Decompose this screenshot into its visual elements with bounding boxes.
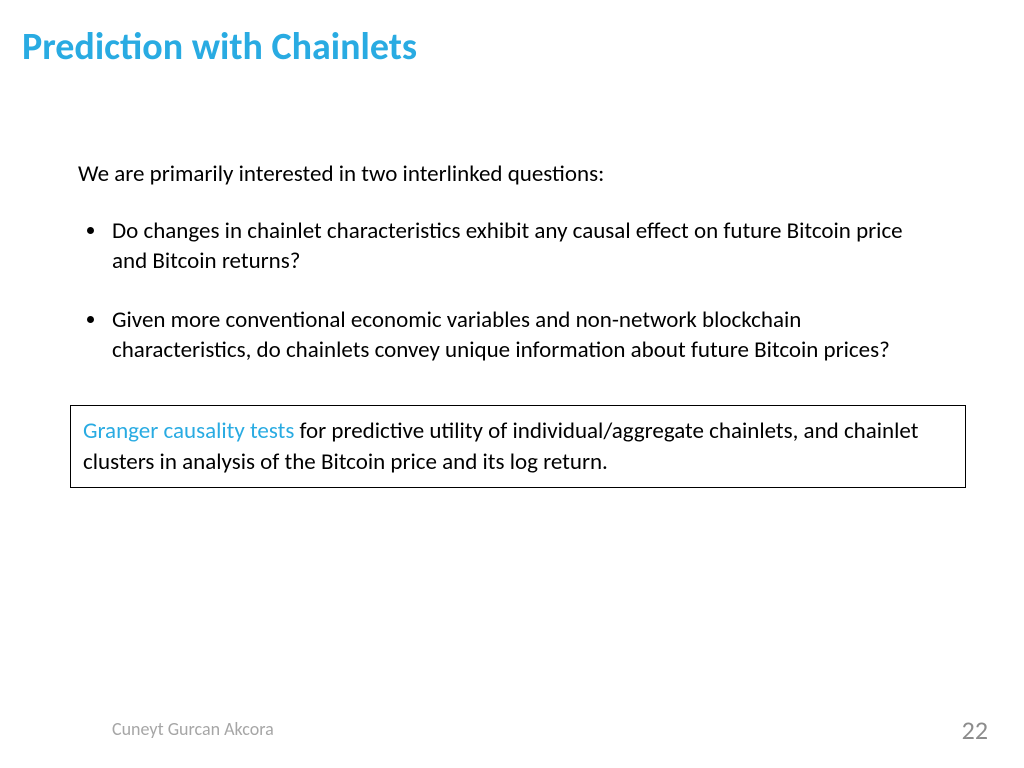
slide: Prediction with Chainlets We are primari…: [0, 0, 1024, 768]
footer-author: Cuneyt Gurcan Akcora: [112, 718, 274, 740]
highlight-box: Granger causality tests for predictive u…: [70, 405, 966, 488]
intro-text: We are primarily interested in two inter…: [78, 160, 934, 188]
box-highlight: Granger causality tests: [83, 417, 294, 445]
bullet-list: Do changes in chainlet characteristics e…: [108, 216, 934, 365]
slide-title: Prediction with Chainlets: [22, 24, 994, 70]
bullet-item: Given more conventional economic variabl…: [108, 305, 934, 366]
bullet-item: Do changes in chainlet characteristics e…: [108, 216, 934, 277]
footer-page-number: 22: [962, 714, 988, 746]
slide-body: We are primarily interested in two inter…: [78, 160, 934, 365]
